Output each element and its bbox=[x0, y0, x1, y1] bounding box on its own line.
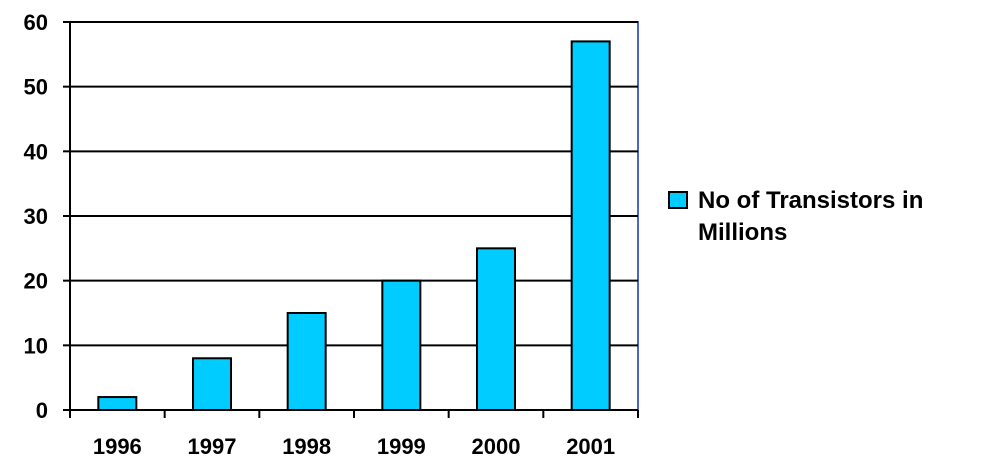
x-tick-label: 1997 bbox=[188, 434, 237, 459]
legend-swatch bbox=[668, 191, 688, 209]
bar-2001 bbox=[570, 40, 611, 412]
x-tick-label: 2001 bbox=[566, 434, 615, 459]
x-tick-label: 2000 bbox=[472, 434, 521, 459]
axes bbox=[63, 21, 639, 418]
y-tick-label: 20 bbox=[24, 269, 48, 294]
bar-2000 bbox=[476, 247, 516, 411]
bars bbox=[97, 40, 611, 412]
y-tick-label: 30 bbox=[24, 204, 48, 229]
legend-label-line-2: Millions bbox=[698, 219, 788, 246]
bar-1996 bbox=[97, 396, 138, 412]
bar-1998 bbox=[286, 312, 327, 411]
legend-label: No of Transistors in Millions bbox=[698, 185, 988, 249]
x-tick-labels: 1996 1997 1998 1999 2000 2001 bbox=[93, 434, 615, 459]
legend-label-line-1: No of Transistors in bbox=[698, 187, 924, 214]
y-tick-label: 60 bbox=[24, 10, 48, 35]
bar-1997 bbox=[192, 357, 232, 411]
gridlines bbox=[70, 21, 638, 347]
y-tick-labels: 0 10 20 30 40 50 60 bbox=[24, 10, 48, 423]
y-tick-label: 10 bbox=[24, 333, 48, 358]
x-tick-label: 1999 bbox=[377, 434, 426, 459]
y-tick-label: 40 bbox=[24, 139, 48, 164]
bar-1999 bbox=[381, 279, 422, 411]
x-tick-label: 1998 bbox=[282, 434, 331, 459]
y-tick-label: 0 bbox=[36, 398, 48, 423]
x-tick-label: 1996 bbox=[93, 434, 142, 459]
y-tick-label: 50 bbox=[24, 75, 48, 100]
